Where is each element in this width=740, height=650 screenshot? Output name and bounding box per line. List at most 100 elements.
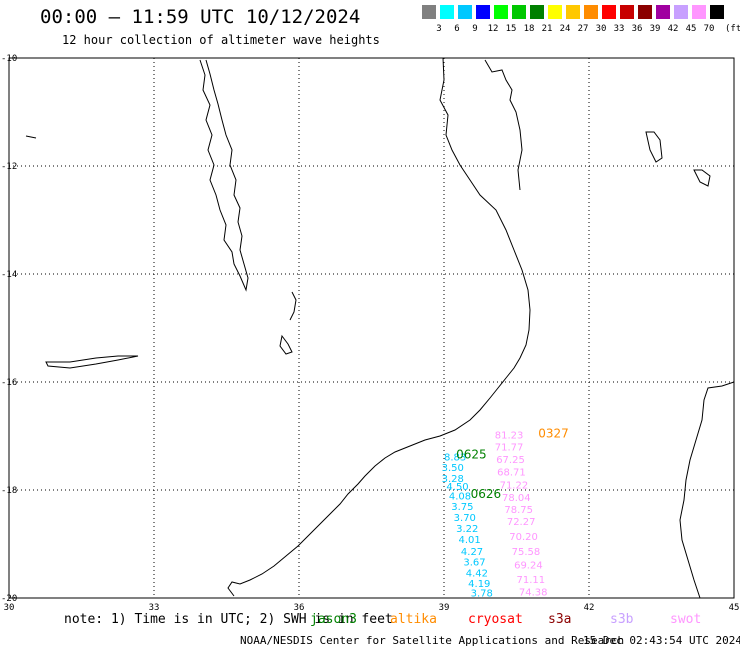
satellite-label: jason3 (310, 612, 357, 627)
longitude-tick-label: 42 (584, 603, 595, 613)
legend-swatch (638, 5, 652, 19)
legend-label: 15 (505, 24, 517, 34)
latitude-tick-label: -14 (1, 270, 17, 280)
wave-height-value: 3.50 (442, 463, 464, 474)
wave-height-value: 3.75 (451, 502, 473, 513)
wave-height-value: 3.67 (463, 558, 485, 569)
map-frame (8, 57, 735, 599)
mozambique-coastline (227, 57, 531, 597)
wave-height-value: 78.04 (502, 493, 531, 504)
pass-time-labels: 0327 0625 0626 (456, 427, 569, 501)
comoros-island-small (693, 169, 711, 187)
map-subtitle: 12 hour collection of altimeter wave hei… (62, 33, 380, 47)
map-title: 00:00 – 11:59 UTC 10/12/2024 (40, 6, 361, 28)
wave-height-value: 4.50 (446, 482, 468, 493)
wave-height-value: 71.11 (517, 575, 546, 586)
island-mark (25, 135, 37, 139)
footer-note: note: 1) Time is in UTC; 2) SWH is in fe… (64, 612, 393, 627)
legend-unit: (ft) (725, 24, 740, 34)
wave-height-value: 8.83 (444, 452, 466, 463)
longitude-tick-label: 45 (729, 603, 740, 613)
wave-height-value: 75.58 (512, 547, 541, 558)
wave-height-value: 3.78 (471, 588, 493, 599)
wave-height-value: 4.08 (449, 492, 471, 503)
longitude-tick-label: 39 (439, 603, 450, 613)
legend-swatch (548, 5, 562, 19)
legend-swatch (512, 5, 526, 19)
map-grid: 30 33 36 39 42 45 -10 -12 -14 -16 -18 -20 (1, 54, 739, 613)
river-mark (289, 291, 297, 321)
longitude-tick-label: 33 (149, 603, 160, 613)
legend-label: 39 (649, 24, 661, 34)
madagascar-coastline (679, 381, 735, 599)
legend-label: 3 (436, 24, 442, 34)
latitude-tick-label: -12 (1, 162, 17, 172)
satellite-label: s3b (610, 612, 634, 627)
coast-north-inlets (484, 59, 523, 191)
legend-swatch (494, 5, 508, 19)
legend-label: 30 (595, 24, 607, 34)
credit-timestamp: 15 Dec 02:43:54 UTC 2024 (583, 634, 740, 647)
legend-label: 6 (454, 24, 460, 34)
satellite-label: cryosat (468, 612, 523, 627)
latitude-tick-label: -10 (1, 54, 17, 64)
wave-height-value: 71.22 (500, 480, 529, 491)
legend-label: 12 (487, 24, 499, 34)
wave-height-value: 4.42 (466, 568, 488, 579)
legend-swatch (566, 5, 580, 19)
wave-height-value: 70.20 (509, 532, 538, 543)
legend-swatch (476, 5, 490, 19)
wave-height-value: 4.01 (459, 535, 481, 546)
comoros-island (645, 131, 663, 163)
legend-label: 21 (541, 24, 553, 34)
legend-label: 45 (685, 24, 697, 34)
satellite-label: swot (670, 612, 702, 627)
wave-height-value: 3.22 (456, 524, 478, 535)
lake-malawi-outline (199, 59, 249, 292)
legend-label: 33 (613, 24, 625, 34)
longitude-tick-label: 30 (4, 603, 15, 613)
wave-height-value: 67.25 (496, 455, 525, 466)
legend-swatch (422, 5, 436, 19)
legend-swatch (620, 5, 634, 19)
wave-height-value: 81.23 (495, 431, 524, 442)
wave-height-value: 71.77 (495, 443, 524, 454)
legend-label: 18 (523, 24, 535, 34)
wave-height-value: 68.71 (497, 467, 526, 478)
wave-height-value: 4.19 (468, 579, 490, 590)
legend-label: 70 (703, 24, 715, 34)
latitude-tick-label: -16 (1, 378, 17, 388)
latitude-tick-label: -18 (1, 486, 17, 496)
legend-swatch (656, 5, 670, 19)
pass-time-label: 0327 (538, 427, 569, 441)
wave-height-value: 72.27 (507, 517, 536, 528)
wave-height-value: 3.28 (442, 474, 464, 485)
satellite-label: altika (390, 612, 437, 627)
legend-label: 36 (631, 24, 643, 34)
legend-swatch (440, 5, 454, 19)
legend-label: 42 (667, 24, 679, 34)
wave-height-value: 78.75 (504, 505, 533, 516)
legend-swatch (530, 5, 544, 19)
wave-height-value: 74.38 (519, 587, 548, 598)
coastline (25, 57, 735, 599)
legend-label: 27 (577, 24, 589, 34)
legend-label: 24 (559, 24, 571, 34)
credit-organization: NOAA/NESDIS Center for Satellite Applica… (240, 634, 625, 647)
lake-small (279, 334, 293, 355)
legend-swatch (710, 5, 724, 19)
wave-height-value: 3.70 (454, 513, 476, 524)
wave-height-value: 4.27 (461, 547, 483, 558)
legend-swatch (692, 5, 706, 19)
longitude-tick-label: 36 (294, 603, 305, 613)
pass-time-label: 0625 (456, 448, 487, 462)
satellite-label: s3a (548, 612, 572, 627)
wave-height-value: 69.24 (514, 560, 543, 571)
latitude-tick-label: -20 (1, 594, 17, 604)
cahora-bassa-lake (45, 355, 139, 369)
legend-swatch (602, 5, 616, 19)
legend-swatch (674, 5, 688, 19)
pass-time-label: 0626 (471, 487, 502, 501)
